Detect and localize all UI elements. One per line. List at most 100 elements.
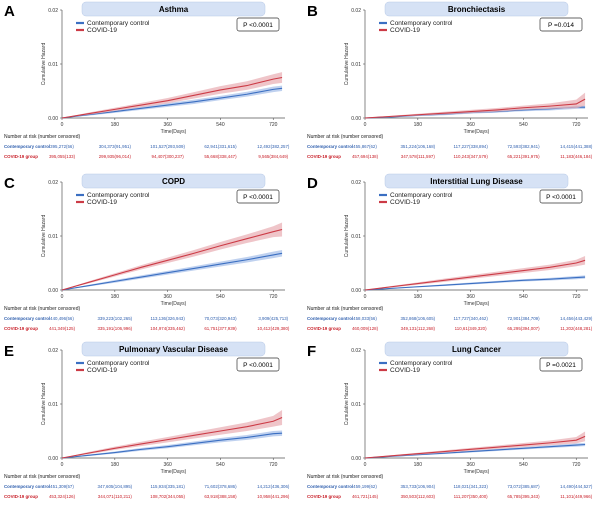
risk-value: 10,412(429,380) [257, 326, 290, 331]
p-value-box [539, 17, 583, 32]
risk-value: 11,183(446,184) [560, 154, 592, 159]
risk-row-label: Contemporary control [307, 484, 353, 489]
series-band-covid [365, 431, 586, 458]
risk-value: 55,668(338,447) [204, 154, 237, 159]
risk-value: 304,373(91,951) [99, 144, 132, 149]
chart-title: Asthma [159, 5, 189, 14]
risk-value: 461,721(145) [352, 494, 379, 499]
risk-value: 451,309(57) [50, 484, 74, 489]
risk-row-label: Contemporary control [307, 144, 353, 149]
y-axis-label: Cumulative Hazard [41, 383, 47, 426]
legend-entry: COVID-19 [87, 199, 117, 206]
x-axis-label: Time(Days) [464, 469, 490, 475]
risk-value: 72,901(384,709) [507, 316, 540, 321]
risk-value: 14,490(444,527) [560, 484, 593, 489]
risk-value: 110,61(349,320) [455, 326, 487, 331]
p-value-box [236, 189, 280, 204]
risk-value: 335,191(106,996) [97, 326, 132, 331]
x-tick-label: 720 [572, 462, 581, 468]
risk-value: 12,492(382,257) [257, 144, 290, 149]
legend-entry: COVID-19 [390, 367, 420, 374]
panel-c: C COPD 0.00 0.01 0.02 0 180 360 540 720 Time(Days)… [4, 173, 290, 331]
series-line-covid [61, 416, 283, 459]
x-tick-label: 540 [216, 122, 225, 128]
risk-value: 347,578(111,597) [401, 154, 436, 159]
risk-value: 455,867(62) [353, 144, 377, 149]
risk-value: 10,958(441,296) [257, 494, 290, 499]
risk-value: 117,227(338,894) [453, 144, 488, 149]
x-axis-label: Time(Days) [161, 469, 187, 475]
risk-value: 71,602(378,686) [204, 484, 237, 489]
risk-row-label: COVID-19 group [4, 326, 38, 331]
x-tick-label: 0 [364, 462, 367, 468]
risk-row-label: Contemporary control [4, 316, 50, 321]
x-tick-label: 720 [269, 462, 278, 468]
x-tick-label: 180 [111, 122, 120, 128]
risk-value: 3,909(425,713) [258, 316, 288, 321]
y-axis-label: Cumulative Hazard [344, 383, 350, 426]
risk-value: 395,272(56) [50, 144, 74, 149]
y-tick-label: 0.00 [48, 456, 58, 462]
risk-value: 63,918(388,158) [204, 494, 237, 499]
legend-entry: Contemporary control [87, 20, 150, 27]
risk-value: 113,136(326,943) [150, 316, 185, 321]
risk-value: 110,243(347,579) [453, 154, 488, 159]
y-tick-label: 0.00 [351, 288, 361, 294]
panel-letter: F [307, 343, 316, 360]
legend-entry: Contemporary control [87, 192, 150, 199]
risk-value: 65,295(394,007) [507, 326, 540, 331]
risk-value: 395,055(133) [49, 154, 76, 159]
risk-value: 350,503(112,603) [401, 494, 436, 499]
y-tick-label: 0.01 [351, 402, 361, 408]
risk-value: 108,702(344,055) [150, 494, 185, 499]
y-tick-label: 0.01 [48, 234, 58, 240]
x-axis-label: Time(Days) [464, 129, 490, 135]
panel-f: F Lung Cancer 0.00 0.01 0.02 0 180 360 540 720 Tim… [307, 341, 593, 499]
risk-value: 457,694(138) [352, 154, 379, 159]
y-tick-label: 0.01 [351, 234, 361, 240]
chart-title: COPD [162, 177, 185, 186]
legend-entry: COVID-19 [390, 27, 420, 34]
series-band-control [62, 430, 283, 458]
risk-value: 11,101(449,966) [560, 494, 592, 499]
risk-value: 65,221(391,975) [507, 154, 540, 159]
x-axis-label: Time(Days) [161, 129, 187, 135]
risk-value: 101,527(293,509) [150, 144, 185, 149]
y-tick-label: 0.01 [48, 402, 58, 408]
risk-value: 458,033(56) [353, 316, 377, 321]
panel-b: B Bronchiectasis 0.00 0.01 0.02 0 180 360 540 720… [307, 1, 593, 159]
risk-table-header: Number at risk (number censored) [4, 474, 80, 480]
panel-a: A Asthma 0.00 0.01 0.02 0 180 360 540 720 Time(Day… [4, 1, 290, 159]
x-tick-label: 0 [364, 294, 367, 300]
risk-value: 73,072(385,687) [507, 484, 540, 489]
x-tick-label: 360 [466, 122, 475, 128]
legend-entry: Contemporary control [390, 192, 453, 199]
x-tick-label: 0 [61, 462, 64, 468]
x-tick-label: 540 [519, 294, 528, 300]
panel-letter: E [4, 343, 14, 360]
title-banner [384, 1, 569, 17]
risk-value: 14,415(441,388) [560, 144, 593, 149]
title-banner [81, 1, 266, 17]
x-tick-label: 720 [269, 122, 278, 128]
legend-entry: Contemporary control [390, 20, 453, 27]
risk-value: 115,934(335,181) [150, 484, 185, 489]
y-tick-label: 0.01 [351, 62, 361, 68]
risk-value: 353,733(106,904) [400, 484, 435, 489]
p-value-box [539, 357, 583, 372]
risk-value: 349,131(112,268) [401, 326, 436, 331]
series-band-covid [62, 409, 283, 458]
risk-value: 94,407(300,237) [152, 154, 185, 159]
x-tick-label: 0 [61, 294, 64, 300]
x-tick-label: 720 [572, 122, 581, 128]
risk-value: 14,456(443,429) [560, 316, 593, 321]
risk-value: 9,565(384,649) [258, 154, 288, 159]
x-tick-label: 540 [216, 462, 225, 468]
risk-value: 14,212(436,306) [257, 484, 290, 489]
chart-title: Lung Cancer [452, 345, 501, 354]
title-banner [81, 173, 266, 189]
series-line-control [61, 252, 283, 291]
x-tick-label: 360 [163, 294, 172, 300]
risk-row-label: COVID-19 group [307, 154, 341, 159]
